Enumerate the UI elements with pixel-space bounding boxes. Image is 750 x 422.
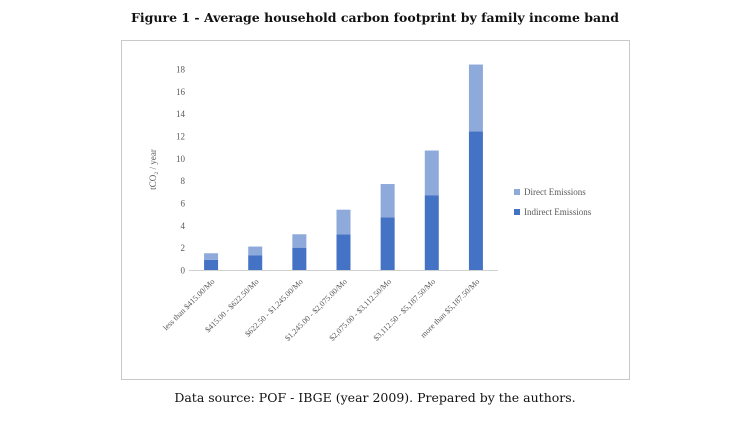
- legend-label: Indirect Emissions: [524, 207, 592, 217]
- bar-indirect-emissions: [380, 217, 395, 270]
- legend-swatch: [514, 209, 520, 215]
- y-tick-label: 8: [181, 176, 186, 186]
- chart-area: 0 2 4 6 8 10 12 14 16 18 tCO₂ / year less than $415…: [121, 40, 630, 380]
- y-tick-label: 10: [176, 154, 186, 164]
- bar-direct-emissions: [424, 150, 439, 196]
- bar-direct-emissions: [380, 184, 395, 218]
- y-tick-label: 6: [181, 199, 186, 209]
- y-tick-label: 18: [176, 65, 186, 75]
- bar-direct-emissions: [204, 253, 219, 260]
- y-axis-title: tCO₂ / year: [148, 149, 158, 190]
- legend-label: Direct Emissions: [524, 187, 586, 197]
- y-tick-label: 4: [181, 221, 186, 231]
- y-tick-label: 14: [176, 109, 186, 119]
- legend-swatch: [514, 189, 520, 195]
- bar-indirect-emissions: [468, 131, 483, 270]
- bar-indirect-emissions: [248, 255, 263, 270]
- bar-indirect-emissions: [336, 234, 351, 270]
- bar-indirect-emissions: [204, 259, 219, 270]
- y-tick-label: 0: [181, 266, 186, 276]
- bar-indirect-emissions: [424, 195, 439, 270]
- y-tick-label: 2: [181, 243, 186, 253]
- bar-indirect-emissions: [292, 247, 307, 270]
- y-tick-label: 16: [176, 87, 186, 97]
- bar-direct-emissions: [248, 246, 263, 256]
- bar-direct-emissions: [292, 234, 307, 248]
- bar-direct-emissions: [336, 209, 351, 235]
- figure-caption: Data source: POF - IBGE (year 2009). Pre…: [174, 390, 576, 405]
- bar-direct-emissions: [468, 64, 483, 132]
- figure-title: Figure 1 - Average household carbon foot…: [131, 10, 619, 25]
- y-tick-label: 12: [176, 132, 185, 142]
